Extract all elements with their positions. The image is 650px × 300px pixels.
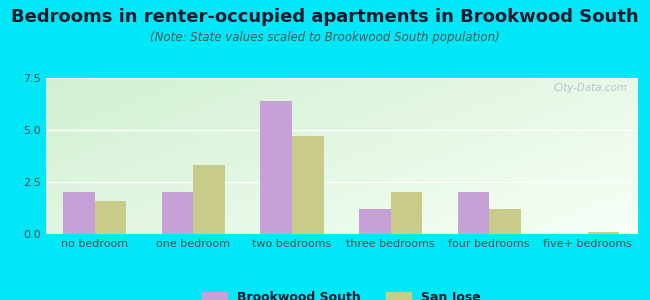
Bar [391,192,422,234]
Text: Bedrooms in renter-occupied apartments in Brookwood South: Bedrooms in renter-occupied apartments i… [11,8,639,26]
Bar [359,209,391,234]
Bar [63,192,95,234]
Bar [292,136,324,234]
Bar [489,209,521,234]
Text: City-Data.com: City-Data.com [554,83,628,93]
Text: (Note: State values scaled to Brookwood South population): (Note: State values scaled to Brookwood … [150,32,500,44]
Legend: Brookwood South, San Jose: Brookwood South, San Jose [197,286,486,300]
Bar [458,192,489,234]
Bar [95,201,126,234]
Bar [162,192,194,234]
Bar [588,232,619,234]
Bar [194,165,225,234]
Bar [261,101,292,234]
